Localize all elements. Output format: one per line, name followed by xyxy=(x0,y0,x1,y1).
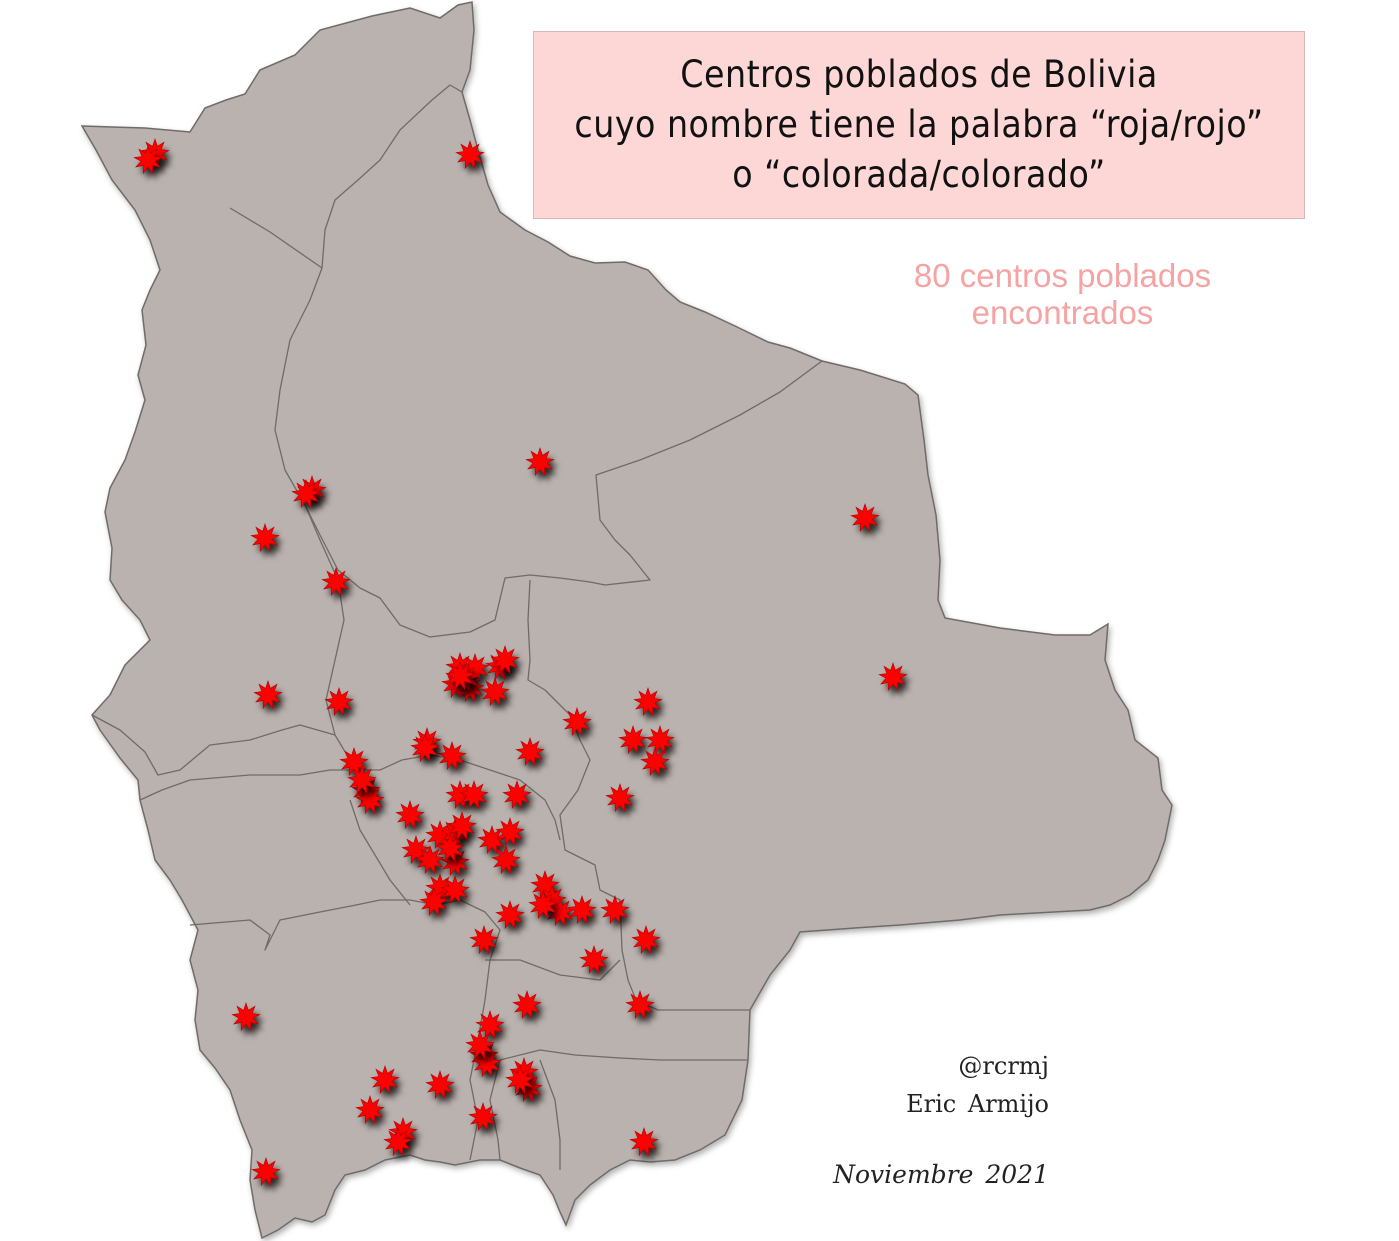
results-count: 80 centros poblados encontrados xyxy=(860,257,1265,331)
red-star-burst-icon xyxy=(324,687,354,717)
red-star-burst-icon xyxy=(468,1102,498,1132)
red-star-burst-icon xyxy=(383,1127,413,1157)
red-star-burst-icon xyxy=(491,845,521,875)
title-line-1: Centros poblados de Bolivia xyxy=(680,53,1158,96)
red-star-burst-icon xyxy=(850,503,880,533)
red-star-burst-icon xyxy=(515,737,545,767)
red-star-burst-icon xyxy=(579,945,609,975)
red-star-burst-icon xyxy=(459,780,489,810)
results-count-line-1: 80 centros poblados xyxy=(913,257,1212,294)
red-star-burst-icon xyxy=(291,479,321,509)
red-star-burst-icon xyxy=(447,811,477,841)
red-star-burst-icon xyxy=(455,140,485,170)
red-star-burst-icon xyxy=(133,145,163,175)
author-name: Eric Armijo xyxy=(906,1090,1049,1118)
red-star-burst-icon xyxy=(567,895,597,925)
red-star-burst-icon xyxy=(435,833,465,863)
marker-layer xyxy=(133,138,908,1187)
red-star-burst-icon xyxy=(445,661,475,691)
bolivia-outline xyxy=(80,1,1173,1240)
red-star-burst-icon xyxy=(562,707,592,737)
red-star-burst-icon xyxy=(321,567,351,597)
red-star-burst-icon xyxy=(419,887,449,917)
red-star-burst-icon xyxy=(401,835,431,865)
red-star-burst-icon xyxy=(505,1065,535,1095)
red-star-burst-icon xyxy=(645,725,675,755)
red-star-burst-icon xyxy=(490,645,520,675)
red-star-burst-icon xyxy=(477,825,507,855)
author-handle: @rcrmj xyxy=(958,1052,1049,1080)
red-star-burst-icon xyxy=(355,1095,385,1125)
red-star-burst-icon xyxy=(525,447,555,477)
red-star-burst-icon xyxy=(253,680,283,710)
red-star-burst-icon xyxy=(231,1002,261,1032)
red-star-burst-icon xyxy=(605,783,635,813)
red-star-burst-icon xyxy=(528,890,558,920)
red-star-burst-icon xyxy=(395,800,425,830)
red-star-burst-icon xyxy=(480,677,510,707)
title-line-3: o “colorada/colorado” xyxy=(732,153,1106,196)
red-star-burst-icon xyxy=(339,747,369,777)
red-star-burst-icon xyxy=(469,925,499,955)
red-star-burst-icon xyxy=(251,1157,281,1187)
red-star-burst-icon xyxy=(250,523,280,553)
red-star-burst-icon xyxy=(355,785,385,815)
title-line-2: cuyo nombre tiene la palabra “roja/rojo” xyxy=(574,103,1264,146)
red-star-burst-icon xyxy=(465,1030,495,1060)
department-borders xyxy=(91,84,823,1170)
red-star-burst-icon xyxy=(437,741,467,771)
red-star-burst-icon xyxy=(878,662,908,692)
red-star-burst-icon xyxy=(600,895,630,925)
red-star-burst-icon xyxy=(537,885,567,915)
title-box: Centros poblados de Bolivia cuyo nombre … xyxy=(533,31,1305,219)
red-star-burst-icon xyxy=(633,687,663,717)
red-star-burst-icon xyxy=(625,990,655,1020)
red-star-burst-icon xyxy=(410,733,440,763)
red-star-burst-icon xyxy=(512,990,542,1020)
red-star-burst-icon xyxy=(631,925,661,955)
red-star-burst-icon xyxy=(415,845,445,875)
red-star-burst-icon xyxy=(495,900,525,930)
map-date: Noviembre 2021 xyxy=(833,1160,1049,1189)
red-star-burst-icon xyxy=(475,1010,505,1040)
red-star-burst-icon xyxy=(347,765,377,795)
results-count-line-2: encontrados xyxy=(971,294,1154,331)
red-star-burst-icon xyxy=(440,875,470,905)
red-star-burst-icon xyxy=(425,1070,455,1100)
red-star-burst-icon xyxy=(502,780,532,810)
red-star-burst-icon xyxy=(495,817,525,847)
red-star-burst-icon xyxy=(629,1127,659,1157)
red-star-burst-icon xyxy=(640,747,670,777)
red-star-burst-icon xyxy=(472,1048,502,1078)
red-star-burst-icon xyxy=(370,1065,400,1095)
red-star-burst-icon xyxy=(618,725,648,755)
